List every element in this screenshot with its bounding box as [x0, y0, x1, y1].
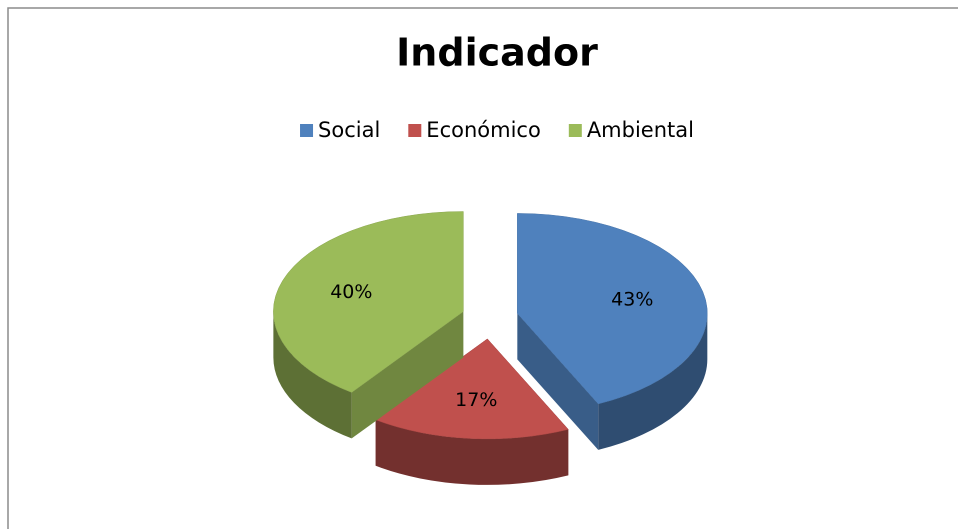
legend-swatch — [300, 124, 314, 137]
legend-label: Económico — [426, 118, 541, 142]
data-label: 40% — [330, 281, 372, 303]
chart-title: Indicador — [396, 31, 598, 75]
slice — [273, 211, 464, 393]
slice — [375, 338, 569, 440]
slice-side — [273, 311, 352, 439]
slice-wall — [517, 313, 599, 450]
legend-swatch — [408, 124, 422, 137]
legend-swatch — [568, 124, 582, 137]
legend-label: Social — [318, 118, 380, 142]
slice-wall — [351, 311, 464, 439]
data-label: 43% — [611, 288, 653, 310]
slice-side — [598, 313, 708, 450]
slice-side — [375, 419, 569, 485]
legend-label: Ambiental — [587, 118, 694, 142]
slice — [517, 213, 708, 405]
data-label: 17% — [455, 389, 497, 411]
